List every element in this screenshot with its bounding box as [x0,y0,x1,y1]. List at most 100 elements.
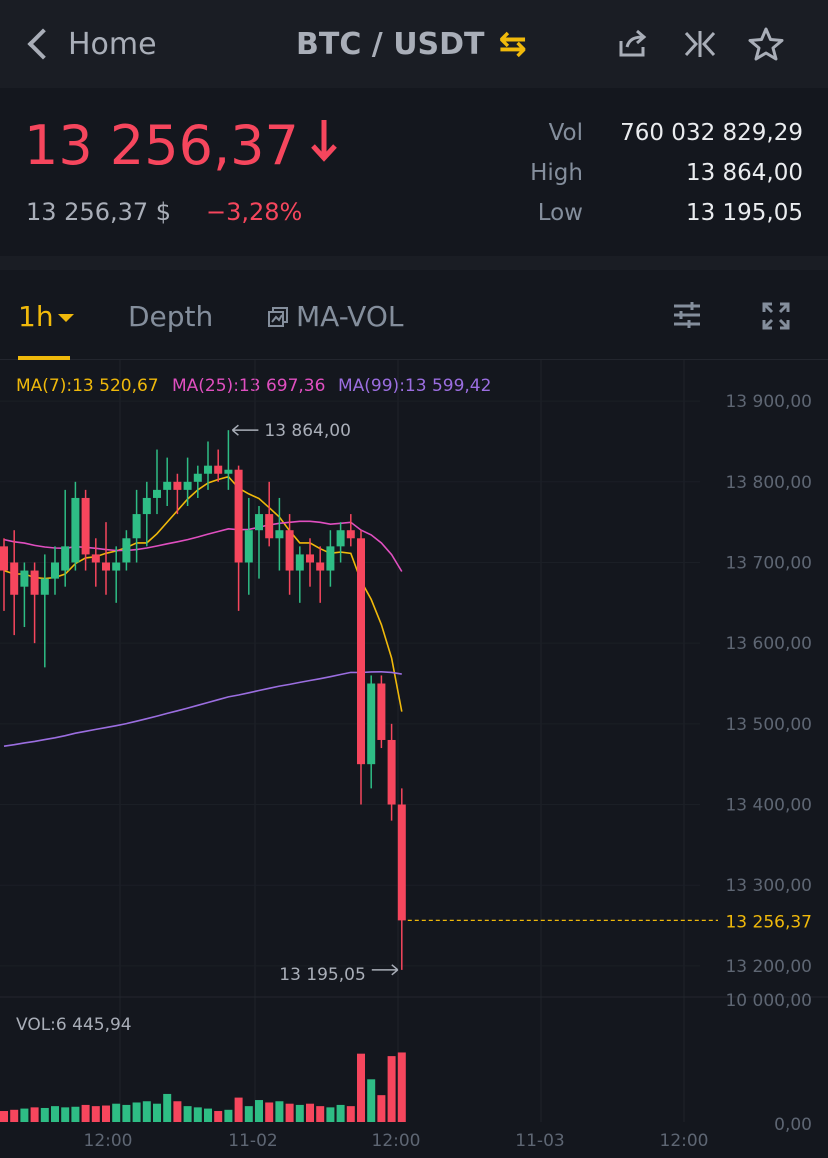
volume-bar [387,1056,396,1122]
volume-bar [51,1106,59,1122]
ma-lines [3,475,403,747]
price-axis-label: 13 600,00 [725,634,812,654]
volume-axis-label: 10 000,00 [725,991,812,1011]
candle-body [183,481,192,490]
candle-body [112,562,121,571]
candle-body [81,497,90,555]
candle-body [357,538,365,765]
volume-bar [61,1107,70,1122]
fullscreen-icon[interactable] [762,302,790,334]
price-usd: 13 256,37 $ [26,198,172,226]
ma25-line [3,520,403,572]
volume-bar [295,1104,304,1122]
swap-arrows-icon: ⇆ [498,24,528,64]
volume-bar [224,1109,233,1122]
high-value: 13 864,00 [685,160,803,186]
interval-label: 1h [18,300,54,333]
active-tab-indicator [18,356,70,360]
ma99-line [3,670,402,747]
volume-bar [102,1105,110,1122]
low-marker-arrow [371,964,399,976]
volume-bar [142,1101,151,1122]
ma7-line [3,475,403,712]
candle-body [285,530,294,571]
price-axis-label: 13 800,00 [725,473,812,493]
price-axis-label: 13 900,00 [725,392,812,412]
volume-bar [214,1111,223,1122]
last-price: 13 256,37 [24,114,337,177]
volume-bar [316,1106,325,1122]
volume-bar [326,1107,335,1122]
chevron-left-icon [27,28,59,60]
price-axis-label: 13 500,00 [725,715,812,735]
volume-bar [357,1053,365,1122]
volume-bar [306,1103,314,1122]
price-axis-label: 13 700,00 [725,553,812,573]
volume-bars [0,1052,406,1122]
time-axis-label: 12:00 [84,1131,133,1151]
candle-body [244,530,253,563]
back-label: Home [68,26,157,62]
candlestick-chart[interactable]: 13 900,00 13 800,00 13 700,00 13 600,00 13 5… [0,360,828,1158]
pair-selector[interactable]: BTC / USDT ⇆ [296,24,527,64]
star-icon[interactable] [746,24,786,64]
volume-bar [204,1108,212,1122]
candle-body [132,514,141,539]
volume-bar [255,1100,263,1122]
caret-down-icon [57,314,74,322]
candle-body [10,562,19,595]
candle-body [275,530,284,539]
candle-body [397,804,406,921]
volume-bar [112,1103,121,1122]
high-label: High [530,160,583,186]
candle-body [30,570,39,595]
price-panel: 13 256,37 13 256,37 $ −3,28% Vol 760 032… [0,88,828,270]
candle-body [51,562,59,579]
settings-sliders-icon[interactable] [672,300,702,334]
candle-body [387,739,396,805]
volume-bar [183,1106,192,1122]
vol-value: 760 032 829,29 [620,120,803,146]
candle-body [336,530,345,547]
candle-body [163,481,172,490]
candle-body [102,562,110,571]
candle-body [20,570,29,587]
candle-body [142,497,151,515]
volume-bar [275,1101,284,1122]
tab-depth[interactable]: Depth [128,300,214,333]
price-axis: 13 900,00 13 800,00 13 700,00 13 600,00 13 5… [84,392,813,1151]
share-icon[interactable] [612,24,652,64]
candle-body [193,473,202,482]
candle-body [326,546,335,571]
candle-body [367,683,376,765]
compare-icon[interactable] [680,24,720,64]
price-change: −3,28% [206,198,303,226]
volume-bar [20,1108,29,1122]
price-axis-label: 13 200,00 [725,957,812,977]
candle-body [234,469,243,563]
volume-bar [377,1095,386,1122]
time-axis-label: 12:00 [660,1131,709,1151]
candle-body [153,489,161,498]
high-marker-label: 13 864,00 [264,421,351,441]
candle-body [346,530,355,539]
volume-bar [91,1106,100,1122]
volume-bar [132,1102,141,1122]
volume-bar [10,1109,19,1122]
volume-legend: VOL:6 445,94 [16,1015,132,1035]
candle-body [61,546,70,571]
low-value: 13 195,05 [685,200,803,226]
candle-body [224,469,233,474]
candle-body [122,538,131,563]
tab-interval[interactable]: 1h [18,300,74,333]
time-axis-label: 11-03 [515,1131,564,1151]
tab-indicator[interactable]: MA-VOL [268,300,403,333]
volume-bar [397,1052,406,1122]
volume-bar [153,1103,161,1122]
volume-bar [122,1104,131,1122]
back-button[interactable]: Home [22,22,157,66]
candle-body [295,554,304,571]
volume-bar [193,1107,202,1122]
volume-bar [285,1103,294,1122]
candle-body [173,481,182,490]
